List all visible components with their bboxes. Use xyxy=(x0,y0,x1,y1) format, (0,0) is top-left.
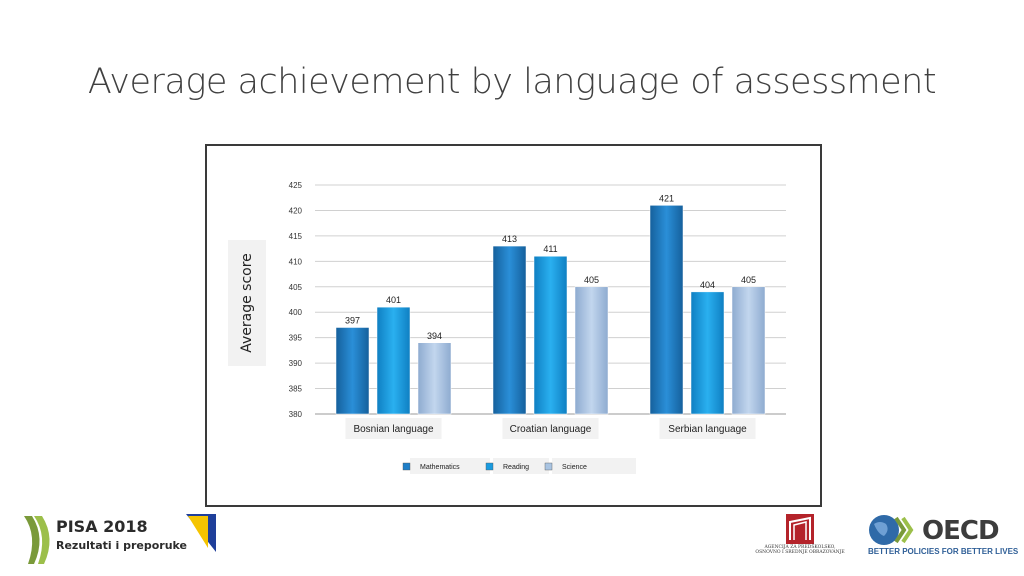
data-label: 413 xyxy=(502,234,517,244)
data-label: 411 xyxy=(543,244,557,254)
bar xyxy=(417,342,452,415)
bar xyxy=(533,255,568,415)
agency-name-line2: OSNOVNO I SREDNJE OBRAZOVANJE xyxy=(755,550,845,555)
legend-box xyxy=(493,458,549,474)
category-label: Serbian language xyxy=(668,424,747,435)
y-axis-label-box xyxy=(228,240,266,366)
legend-box xyxy=(410,458,490,474)
bar xyxy=(690,291,725,415)
data-label: 405 xyxy=(584,275,599,285)
y-tick-label: 415 xyxy=(289,232,303,241)
bar xyxy=(649,205,684,415)
legend-swatch xyxy=(544,462,553,471)
pisa-title: PISA 2018 xyxy=(56,517,148,536)
category-label: Croatian language xyxy=(510,424,592,435)
y-axis-label: Average score xyxy=(239,253,255,353)
data-label: 397 xyxy=(345,315,360,325)
y-tick-label: 385 xyxy=(289,385,303,394)
legend-label: Science xyxy=(562,464,587,471)
y-tick-label: 380 xyxy=(289,410,303,419)
category-label-box xyxy=(659,418,756,439)
oecd-wordmark: OECD xyxy=(922,516,1000,546)
agency-name: AGENCIJA ZA PREDŠKOLSKO, OSNOVNO I SREDN… xyxy=(752,545,848,555)
pisa-logo xyxy=(24,514,216,564)
legend-label: Reading xyxy=(503,464,529,471)
legend-swatch xyxy=(485,462,494,471)
category-label: Bosnian language xyxy=(353,424,434,435)
bar xyxy=(574,286,609,415)
data-label: 394 xyxy=(427,331,442,341)
bosnia-flag-icon xyxy=(186,514,216,552)
legend-label: Mathematics xyxy=(420,464,460,471)
category-label-box xyxy=(502,418,599,439)
data-label: 404 xyxy=(700,280,715,290)
bar xyxy=(376,306,411,415)
agency-logo xyxy=(786,514,814,544)
y-tick-label: 410 xyxy=(289,257,303,266)
oecd-logo xyxy=(869,515,914,545)
y-tick-label: 425 xyxy=(289,181,303,190)
oecd-tagline: BETTER POLICIES FOR BETTER LIVES xyxy=(868,547,1019,556)
data-label: 405 xyxy=(741,275,756,285)
data-label: 421 xyxy=(659,193,674,203)
legend-swatch xyxy=(402,462,411,471)
category-label-box xyxy=(345,418,442,439)
bar xyxy=(731,286,766,415)
pisa-subtitle: Rezultati i preporuke xyxy=(56,539,188,552)
legend-box xyxy=(552,458,636,474)
slide-title: Average achievement by language of asses… xyxy=(87,62,937,102)
bar xyxy=(492,245,527,415)
y-tick-label: 405 xyxy=(289,283,303,292)
bar xyxy=(335,327,370,415)
y-tick-label: 420 xyxy=(289,206,303,215)
agency-name-line1: AGENCIJA ZA PREDŠKOLSKO, xyxy=(764,545,836,550)
y-tick-label: 395 xyxy=(289,334,303,343)
y-tick-label: 390 xyxy=(289,359,303,368)
y-tick-label: 400 xyxy=(289,308,303,317)
data-label: 401 xyxy=(386,295,401,305)
